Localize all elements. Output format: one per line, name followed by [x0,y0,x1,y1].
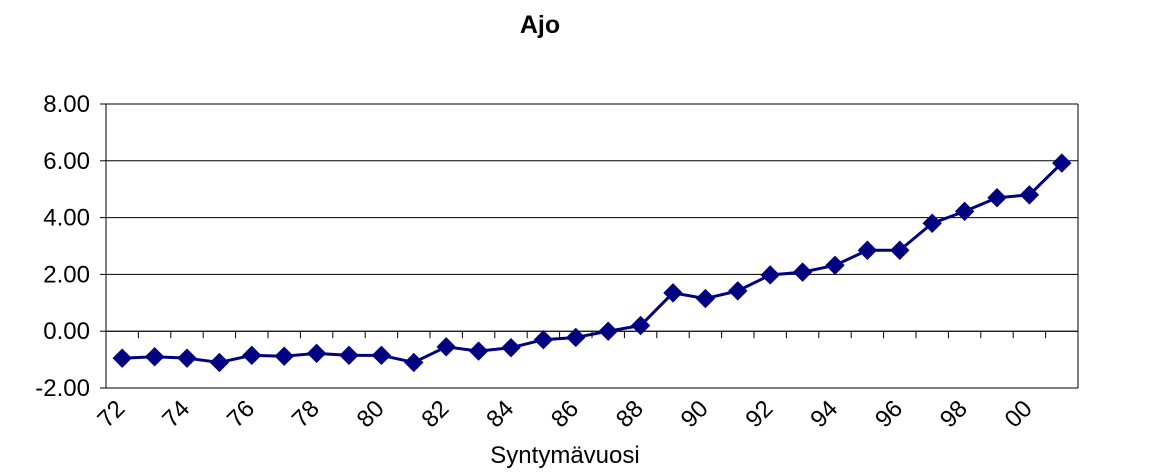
data-point-marker [339,345,359,366]
data-point-marker [404,352,424,373]
axes [105,104,1079,388]
gridlines [106,103,1078,389]
x-tick-label: 82 [416,395,454,433]
x-tick-label: 84 [481,395,519,433]
data-point-marker [630,315,651,336]
x-tick-label: 98 [935,395,973,433]
data-point-marker [695,288,716,309]
data-point-marker [306,343,327,364]
x-tick-label: 76 [222,395,260,433]
x-tick-label: 72 [92,395,130,433]
x-tick-label: 94 [805,395,843,433]
data-point-marker [436,337,456,357]
data-point-marker [371,345,392,366]
data-point-marker [144,347,165,367]
x-tick-label: 00 [1000,395,1038,433]
data-point-marker [760,265,780,285]
data-point-marker [922,213,942,233]
x-tick-label: 88 [611,395,649,433]
data-point-marker [954,201,975,222]
data-point-marker [792,262,813,282]
data-point-marker [1019,185,1040,205]
data-point-marker [1052,153,1072,173]
data-point-marker [987,188,1007,208]
data-point-marker [890,240,910,260]
x-tick-label: 96 [870,395,908,433]
x-tick-label: 92 [740,395,778,433]
chart-title: Ajo [520,11,560,39]
y-tick-label: -2.00 [35,375,90,402]
x-tick-label: 78 [287,395,325,433]
data-point-marker [501,337,521,358]
data-point-marker [112,348,132,368]
y-tick-label: 0.00 [43,318,90,345]
x-tick-label: 74 [157,395,195,433]
series-layer [112,153,1072,373]
x-axis-ticks: 72 74 76 78 80 82 84 86 88 90 92 94 96 98 00 [92,331,1079,433]
data-point-marker [242,345,262,366]
data-point-marker [209,352,230,373]
data-point-marker [177,348,197,368]
data-point-marker [533,330,554,350]
data-point-marker [663,283,683,303]
data-point-marker [468,341,489,361]
y-tick-label: 4.00 [43,205,90,232]
y-axis-ticks: -2.00 0.00 2.00 4.00 6.00 8.00 [35,91,106,402]
y-tick-label: 6.00 [43,148,90,175]
y-tick-label: 2.00 [43,261,90,288]
x-axis-label: Syntymävuosi [490,442,639,469]
data-point-marker [274,346,294,366]
data-point-marker [728,281,748,301]
x-tick-label: 86 [546,395,584,433]
data-point-marker [857,240,878,260]
data-point-marker [598,321,618,341]
x-tick-label: 80 [352,395,390,433]
data-point-marker [825,255,845,276]
x-tick-label: 90 [676,395,714,433]
y-tick-label: 8.00 [43,91,90,118]
data-point-marker [566,327,586,348]
